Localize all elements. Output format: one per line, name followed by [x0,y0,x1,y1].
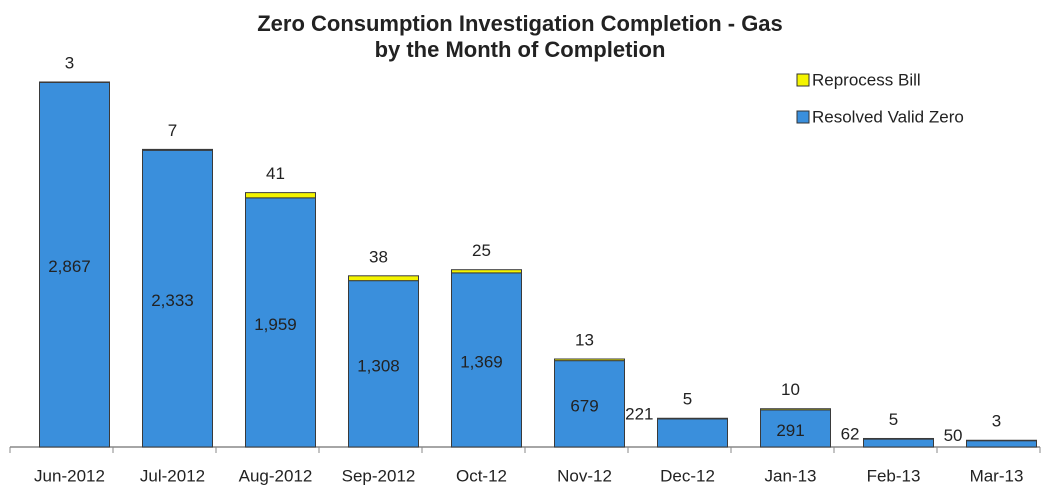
x-tick-label: Jan-13 [765,466,817,485]
legend-swatch [796,110,810,124]
value-label: 50 [944,426,963,445]
value-label: 291 [776,421,804,440]
value-label: 1,369 [460,352,503,371]
x-tick-label: Sep-2012 [342,466,416,485]
value-label: 25 [472,241,491,260]
x-tick-label: Jul-2012 [140,466,205,485]
bar-segment [863,437,934,440]
value-label: 38 [369,247,388,266]
value-label: 10 [781,380,800,399]
value-label: 3 [65,53,74,72]
value-label: 7 [168,121,177,140]
bar-segment [966,439,1037,442]
x-tick-label: Mar-13 [970,466,1024,485]
bar-segment [760,409,831,448]
bar-segment [760,408,831,411]
bar-segment [554,358,625,362]
value-label: 41 [266,164,285,183]
value-label: 5 [683,390,692,409]
bar-segment [451,272,522,448]
value-label: 3 [992,412,1001,431]
value-label: 679 [570,396,598,415]
x-tick-label: Aug-2012 [239,466,313,485]
bar-segment [39,81,110,448]
bar-segment [39,81,110,83]
bar-segment [451,269,522,274]
bar-segment [863,438,934,448]
bar-segment [554,360,625,448]
bar-segment [657,417,728,420]
bar-segment [142,149,213,448]
value-label: 1,308 [357,356,400,375]
chart-subtitle: by the Month of Completion [375,37,666,62]
value-label: 221 [625,404,653,423]
x-tick-label: Nov-12 [557,466,612,485]
value-label: 62 [841,425,860,444]
x-tick-label: Oct-12 [456,466,507,485]
value-label: 1,959 [254,315,297,334]
x-tick-label: Feb-13 [867,466,921,485]
chart-title: Zero Consumption Investigation Completio… [257,11,783,36]
bar-segment [966,440,1037,448]
value-label: 2,333 [151,291,194,310]
legend-label: Resolved Valid Zero [812,107,964,126]
bar-segment [348,275,419,282]
value-label: 5 [889,410,898,429]
bar-segment [657,418,728,448]
bar-segment [245,192,316,199]
value-label: 13 [575,330,594,349]
legend-swatch [796,73,810,87]
x-tick-label: Dec-12 [660,466,715,485]
legend-label: Reprocess Bill [812,70,921,89]
x-tick-label: Jun-2012 [34,466,105,485]
value-label: 2,867 [48,257,91,276]
bar-segment [142,148,213,151]
